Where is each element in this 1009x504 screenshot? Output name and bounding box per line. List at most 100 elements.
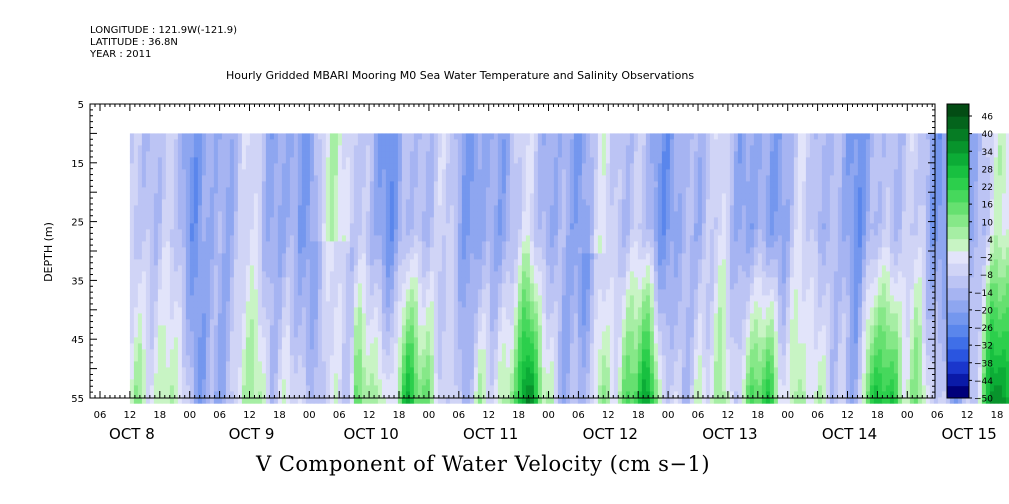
heatmap-cell (457, 307, 463, 314)
heatmap-cell (413, 295, 419, 302)
heatmap-cell (301, 241, 307, 248)
heatmap-cell (141, 319, 147, 326)
heatmap-cell (249, 163, 255, 170)
heatmap-cell (529, 325, 535, 332)
heatmap-cell (177, 265, 183, 272)
heatmap-cell (181, 397, 187, 404)
heatmap-cell (205, 337, 211, 344)
heatmap-cell (337, 223, 343, 230)
heatmap-cell (437, 379, 443, 386)
heatmap-cell (433, 211, 439, 218)
heatmap-cell (209, 307, 215, 314)
heatmap-cell (365, 325, 371, 332)
heatmap-cell (313, 337, 319, 344)
heatmap-cell (549, 271, 555, 278)
heatmap-cell (341, 361, 347, 368)
heatmap-cell (173, 283, 179, 290)
heatmap-cell (217, 319, 223, 326)
heatmap-cell (233, 271, 239, 278)
heatmap-cell (485, 211, 491, 218)
heatmap-cell (233, 211, 239, 218)
heatmap-cell (309, 247, 315, 254)
heatmap-cell (497, 313, 503, 320)
heatmap-cell (333, 319, 339, 326)
heatmap-cell (209, 229, 215, 236)
heatmap-cell (329, 253, 335, 260)
heatmap-cell (249, 247, 255, 254)
heatmap-cell (561, 391, 567, 398)
heatmap-cell (257, 157, 263, 164)
heatmap-cell (529, 151, 535, 158)
heatmap-cell (549, 205, 555, 212)
heatmap-cell (241, 337, 247, 344)
heatmap-cell (545, 277, 551, 284)
heatmap-cell (313, 139, 319, 146)
heatmap-cell (449, 223, 455, 230)
heatmap-cell (301, 193, 307, 200)
heatmap-cell (517, 325, 523, 332)
heatmap-cell (533, 193, 539, 200)
heatmap-cell (285, 349, 291, 356)
heatmap-cell (233, 391, 239, 398)
heatmap-cell (301, 379, 307, 386)
heatmap-cell (349, 145, 355, 152)
heatmap-cell (177, 259, 183, 266)
heatmap-cell (397, 145, 403, 152)
heatmap-cell (173, 169, 179, 176)
heatmap-cell (405, 361, 411, 368)
heatmap-cell (189, 187, 195, 194)
heatmap-cell (361, 151, 367, 158)
heatmap-cell (241, 397, 247, 404)
heatmap-cell (505, 199, 511, 206)
heatmap-cell (245, 217, 251, 224)
heatmap-cell (241, 247, 247, 254)
heatmap-cell (377, 349, 383, 356)
heatmap-cell (169, 367, 175, 374)
heatmap-cell (273, 151, 279, 158)
heatmap-cell (477, 241, 483, 248)
heatmap-cell (405, 289, 411, 296)
heatmap-cell (177, 283, 183, 290)
heatmap-cell (145, 379, 151, 386)
heatmap-cell (441, 355, 447, 362)
heatmap-cell (521, 187, 527, 194)
heatmap-cell (349, 265, 355, 272)
heatmap-cell (353, 355, 359, 362)
heatmap-cell (265, 145, 271, 152)
heatmap-cell (345, 163, 351, 170)
heatmap-cell (161, 355, 167, 362)
heatmap-cell (469, 343, 475, 350)
heatmap-cell (161, 379, 167, 386)
heatmap-cell (349, 355, 355, 362)
heatmap-cell (477, 361, 483, 368)
heatmap-cell (389, 265, 395, 272)
heatmap-cell (413, 175, 419, 182)
heatmap-cell (461, 391, 467, 398)
heatmap-cell (417, 241, 423, 248)
heatmap-cell (569, 379, 575, 386)
heatmap-cell (317, 397, 323, 404)
heatmap-cell (225, 259, 231, 266)
heatmap-cell (181, 265, 187, 272)
heatmap-cell (309, 373, 315, 380)
heatmap-cell (173, 343, 179, 350)
heatmap-cell (221, 223, 227, 230)
heatmap-cell (325, 211, 331, 218)
heatmap-cell (137, 247, 143, 254)
heatmap-cell (177, 163, 183, 170)
heatmap-cell (301, 373, 307, 380)
heatmap-cell (505, 337, 511, 344)
heatmap-cell (541, 313, 547, 320)
heatmap-cell (545, 175, 551, 182)
heatmap-cell (541, 343, 547, 350)
heatmap-cell (221, 325, 227, 332)
heatmap-cell (225, 169, 231, 176)
heatmap-cell (197, 271, 203, 278)
heatmap-cell (201, 397, 207, 404)
heatmap-cell (381, 343, 387, 350)
heatmap-cell (225, 139, 231, 146)
heatmap-cell (541, 277, 547, 284)
heatmap-cell (317, 325, 323, 332)
heatmap-cell (473, 223, 479, 230)
heatmap-cell (381, 247, 387, 254)
